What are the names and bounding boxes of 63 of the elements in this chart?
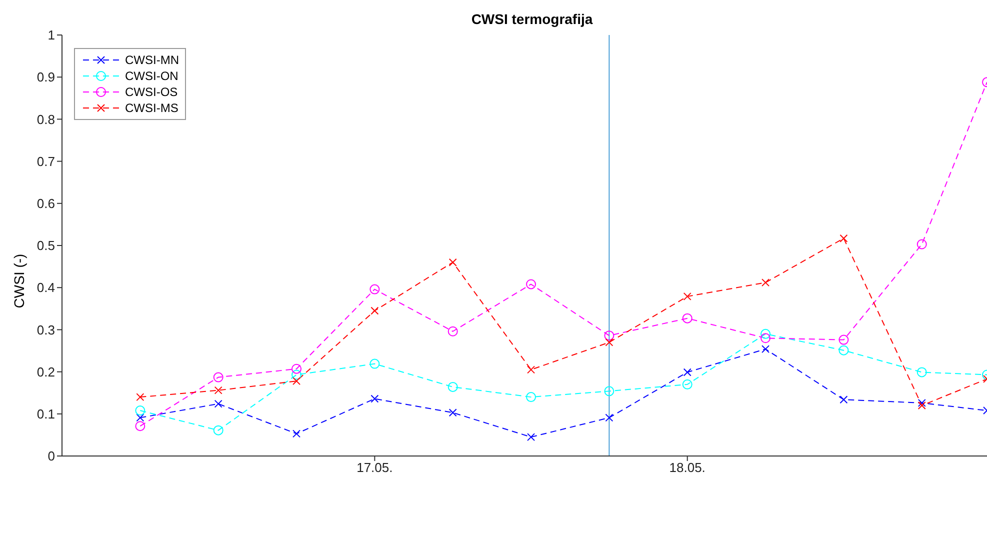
point — [683, 368, 692, 376]
point — [526, 392, 536, 402]
x-tick-label: 17.05. — [356, 460, 393, 476]
point — [604, 386, 614, 396]
point — [527, 366, 536, 374]
point — [448, 382, 458, 392]
point — [135, 406, 146, 416]
y-tick-label: 1 — [48, 28, 55, 43]
legend-label: CWSI-MS — [125, 101, 178, 115]
point — [213, 372, 224, 382]
point — [292, 377, 301, 386]
y-tick-label: 0.2 — [36, 364, 55, 380]
point — [448, 326, 458, 336]
point — [760, 328, 771, 339]
point — [135, 421, 146, 432]
y-tick-label: 0 — [48, 448, 55, 464]
y-tick-label: 0.4 — [36, 280, 55, 296]
y-tick-label: 0.7 — [36, 154, 55, 169]
legend-label: CWSI-MN — [125, 53, 179, 67]
point — [605, 338, 614, 346]
point — [214, 400, 222, 408]
point — [292, 430, 301, 438]
y-tick-label: 0.9 — [36, 70, 55, 85]
point — [838, 345, 849, 356]
legend-label: CWSI-OS — [125, 85, 178, 99]
point — [370, 284, 380, 294]
point — [292, 364, 302, 374]
y-tick-label: 0.1 — [36, 406, 55, 422]
point — [370, 394, 379, 403]
point — [136, 393, 144, 402]
point — [605, 414, 614, 422]
point — [762, 278, 770, 287]
point — [760, 333, 771, 344]
point — [682, 313, 692, 324]
point — [214, 386, 222, 394]
point — [527, 433, 536, 442]
y-tick-label: 0.5 — [36, 238, 55, 254]
point — [840, 396, 848, 404]
point — [916, 367, 927, 378]
legend-label: CWSI-ON — [125, 69, 178, 83]
y-axis-title: CWSI (-) — [11, 254, 27, 308]
point — [370, 306, 379, 315]
point — [838, 334, 849, 345]
point — [683, 292, 692, 300]
x-tick-label: 18.05. — [669, 460, 706, 476]
y-tick-label: 0.8 — [36, 112, 55, 127]
y-tick-label: 0.3 — [36, 322, 55, 338]
point — [213, 425, 224, 436]
point — [918, 398, 926, 407]
point — [136, 414, 144, 422]
point — [604, 330, 614, 341]
y-tick-label: 0.6 — [36, 196, 55, 212]
point — [762, 345, 770, 354]
point — [916, 239, 927, 250]
point — [292, 370, 302, 380]
point — [448, 408, 457, 417]
point — [526, 279, 536, 290]
chart-title: CWSI termografija — [471, 11, 593, 27]
point — [370, 358, 380, 369]
point — [448, 258, 457, 266]
point — [682, 379, 692, 390]
point — [840, 234, 848, 242]
point — [918, 401, 926, 410]
